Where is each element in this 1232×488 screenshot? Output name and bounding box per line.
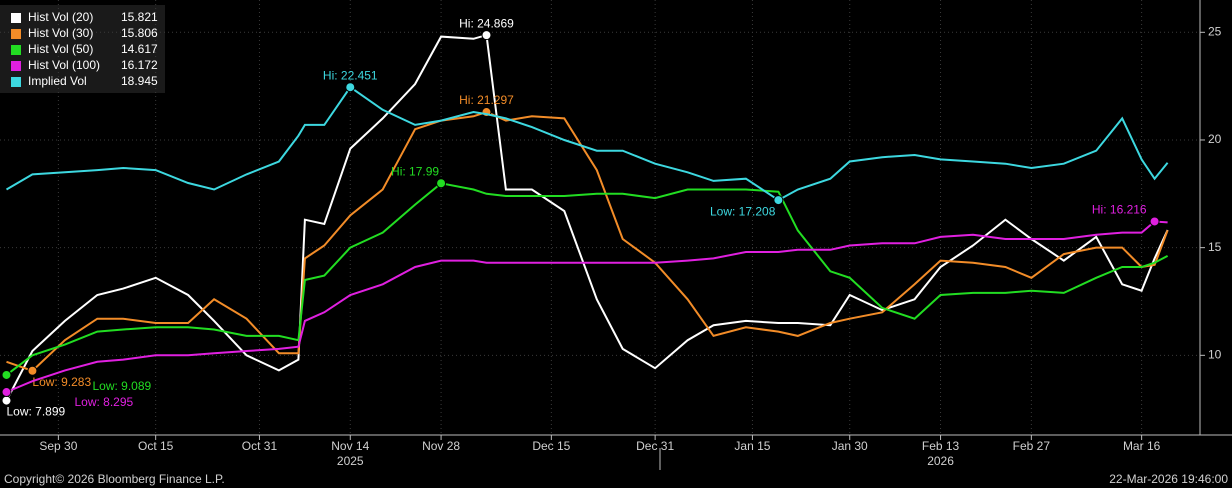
legend-value: 16.172 — [121, 58, 158, 72]
x-tick-label: Nov 28 — [422, 439, 460, 453]
legend-label: Hist Vol (50) — [28, 42, 93, 56]
extreme-label: Hi: 22.451 — [323, 68, 378, 82]
legend-value: 18.945 — [121, 74, 158, 88]
copyright: Copyright© 2026 Bloomberg Finance L.P. — [4, 472, 225, 486]
year-label: 2025 — [337, 454, 364, 468]
legend-value: 15.806 — [121, 26, 158, 40]
extreme-label: Low: 17.208 — [710, 204, 776, 218]
x-tick-label: Jan 30 — [832, 439, 868, 453]
extreme-marker — [1, 369, 12, 380]
x-tick-label: Nov 14 — [331, 439, 369, 453]
extreme-label: Hi: 17.99 — [391, 164, 439, 178]
x-tick-label: Dec 15 — [532, 439, 570, 453]
x-tick-label: Sep 30 — [39, 439, 77, 453]
legend-swatch — [11, 29, 21, 39]
extreme-marker — [27, 365, 38, 376]
series-line — [6, 110, 1169, 372]
y-tick-label: 25 — [1208, 24, 1222, 38]
extreme-label: Low: 8.295 — [74, 395, 133, 409]
series-line — [5, 85, 1169, 202]
extreme-marker — [1, 387, 12, 398]
timestamp: 22-Mar-2026 19:46:00 — [1109, 472, 1228, 486]
legend-box — [0, 5, 165, 93]
series-line — [5, 33, 1169, 402]
legend-label: Hist Vol (30) — [28, 26, 93, 40]
extreme-marker — [1149, 216, 1160, 227]
legend-value: 14.617 — [121, 42, 158, 56]
extreme-label: Low: 9.089 — [92, 379, 151, 393]
legend-swatch — [11, 77, 21, 87]
x-tick-label: Oct 15 — [138, 439, 174, 453]
y-tick-label: 10 — [1208, 347, 1222, 361]
x-tick-label: Dec 31 — [636, 439, 674, 453]
legend-swatch — [11, 13, 21, 23]
y-tick-label: 15 — [1208, 240, 1222, 254]
extreme-label: Hi: 21.297 — [459, 93, 514, 107]
extreme-label: Hi: 16.216 — [1092, 203, 1147, 217]
x-tick-label: Feb 27 — [1013, 439, 1051, 453]
x-tick-label: Oct 31 — [242, 439, 278, 453]
extreme-label: Low: 9.283 — [32, 375, 91, 389]
x-tick-label: Jan 15 — [734, 439, 770, 453]
legend-label: Hist Vol (100) — [28, 58, 100, 72]
extreme-marker — [436, 178, 447, 189]
extreme-label: Hi: 24.869 — [459, 16, 514, 30]
y-tick-label: 20 — [1208, 132, 1222, 146]
extreme-marker — [345, 82, 356, 93]
year-label: 2026 — [927, 454, 954, 468]
series-line — [6, 220, 1168, 393]
extreme-label: Low: 7.899 — [6, 405, 65, 419]
extreme-marker — [773, 195, 784, 206]
x-tick-label: Feb 13 — [922, 439, 960, 453]
x-tick-label: Mar 16 — [1123, 439, 1161, 453]
legend-label: Hist Vol (20) — [28, 10, 93, 24]
legend-label: Implied Vol — [28, 74, 87, 88]
legend-swatch — [11, 45, 21, 55]
extreme-marker — [481, 30, 492, 41]
extreme-marker — [1, 395, 12, 406]
legend-value: 15.821 — [121, 10, 158, 24]
series-line — [5, 182, 1169, 376]
legend-swatch — [11, 61, 21, 71]
